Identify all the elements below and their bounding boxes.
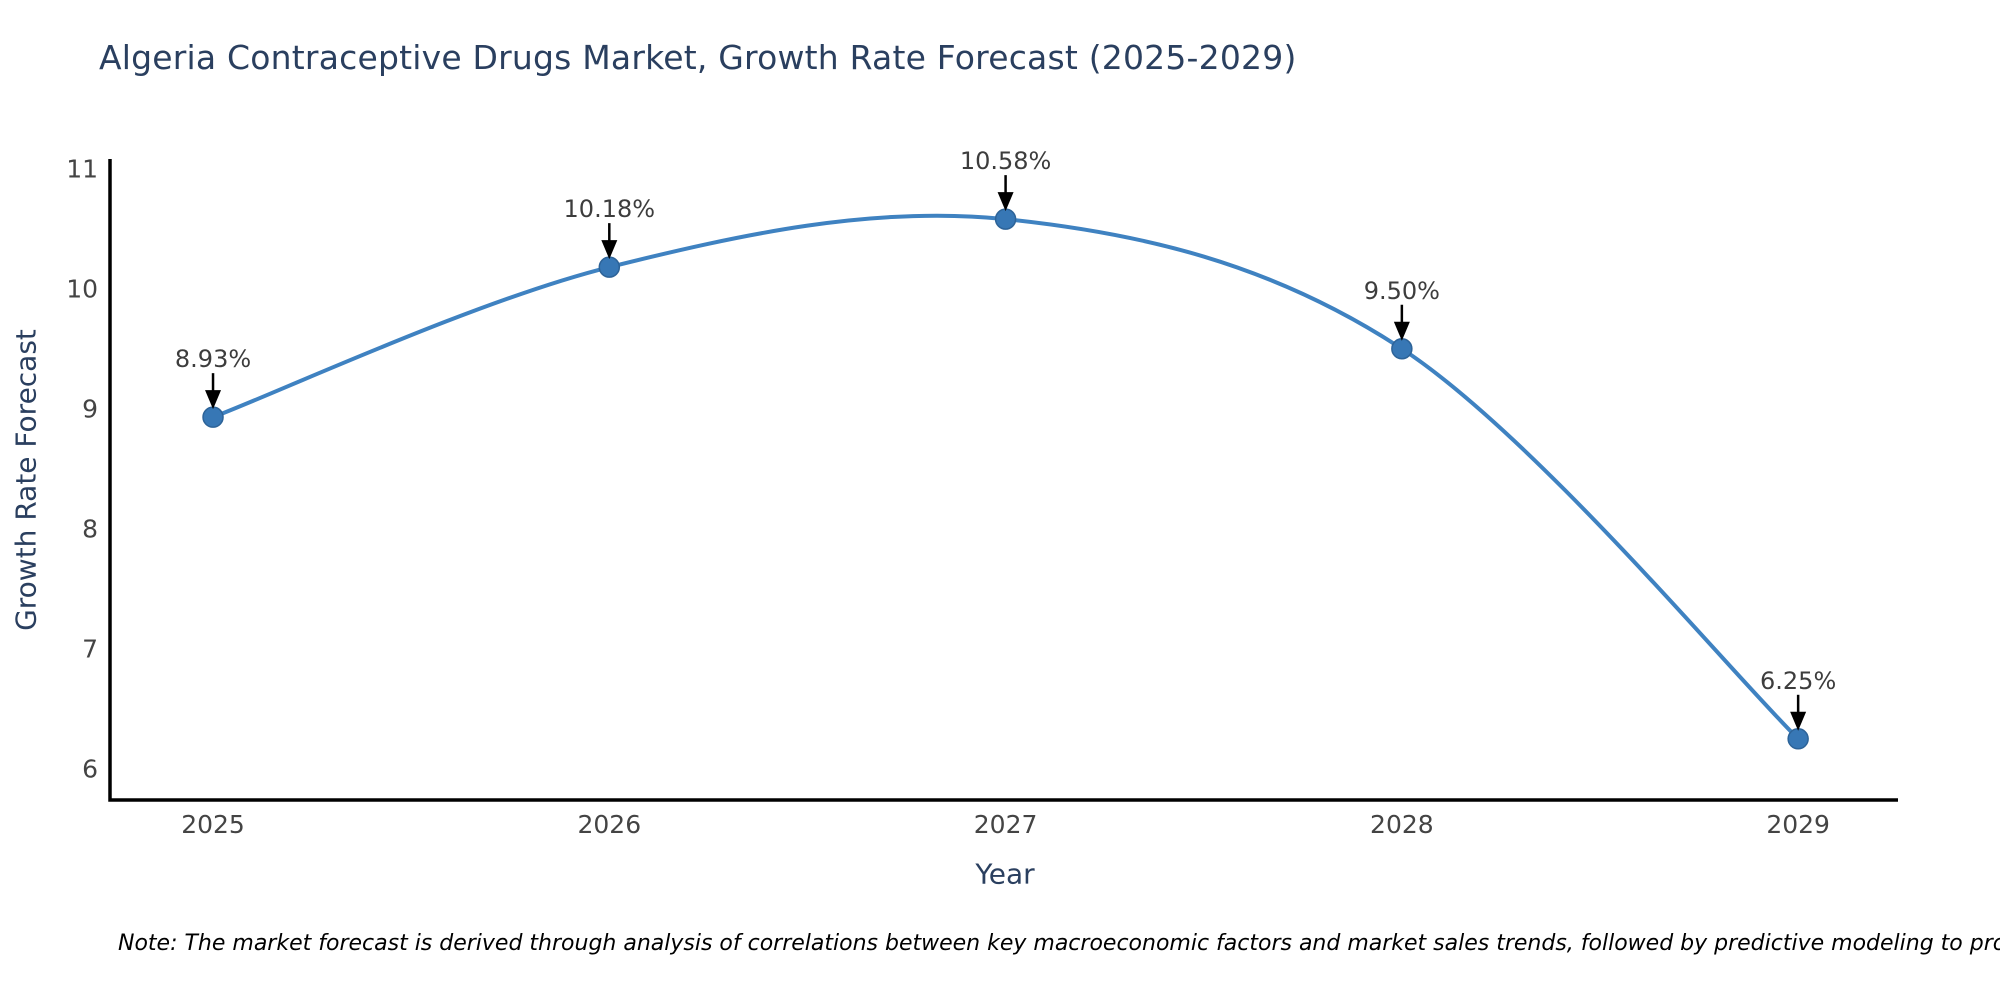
data-point-marker <box>1787 728 1809 750</box>
x-tick-label: 2027 <box>973 810 1038 839</box>
footnote: Note: The market forecast is derived thr… <box>118 931 2000 956</box>
point-value-label: 6.25% <box>1760 666 1837 695</box>
annotation-arrowhead <box>205 390 222 410</box>
x-tick-label: 2029 <box>1766 810 1830 839</box>
data-point-marker <box>598 256 621 278</box>
data-point-marker <box>1391 337 1413 360</box>
data-point-marker <box>994 208 1017 230</box>
annotation-arrowhead <box>997 192 1014 212</box>
y-tick-label: 10 <box>66 274 98 304</box>
y-tick-label: 8 <box>82 514 98 544</box>
point-value-label: 10.18% <box>563 195 656 224</box>
annotation-arrowhead <box>1790 711 1807 731</box>
chart-title: Algeria Contraceptive Drugs Market, Grow… <box>99 38 1297 77</box>
point-value-label: 10.58% <box>959 147 1052 176</box>
axis-spines <box>108 159 1898 802</box>
x-tick-label: 2025 <box>181 810 245 839</box>
x-axis-title: Year <box>975 857 1035 891</box>
y-tick-label: 7 <box>82 634 98 664</box>
annotation-arrowhead <box>601 240 618 260</box>
point-value-label: 9.50% <box>1363 276 1440 305</box>
x-tick-label: 2026 <box>577 810 642 839</box>
x-tick-label: 2028 <box>1370 810 1434 839</box>
y-tick-label: 9 <box>82 394 98 424</box>
y-tick-label: 6 <box>82 754 98 784</box>
y-tick-label: 11 <box>66 154 98 184</box>
point-value-label: 8.93% <box>174 345 252 374</box>
annotation-arrowhead <box>1393 321 1410 341</box>
forecast-line <box>211 213 1801 741</box>
data-point-marker <box>202 406 224 428</box>
